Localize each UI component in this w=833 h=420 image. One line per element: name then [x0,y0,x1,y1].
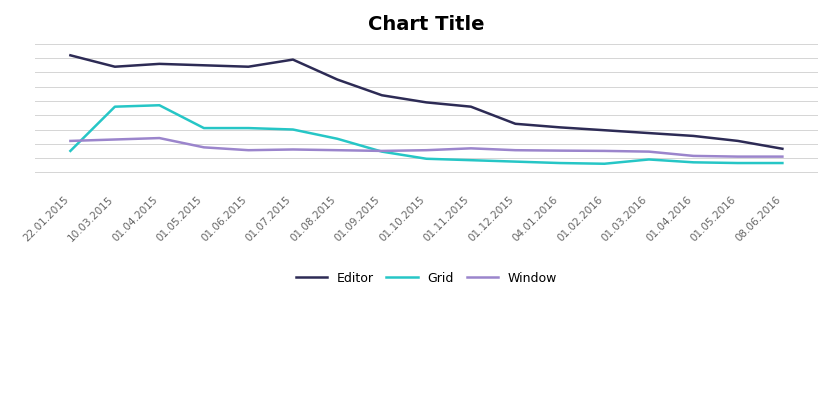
Editor [154,61,164,66]
Grid [421,156,431,161]
Grid [644,157,654,162]
Grid [332,136,342,141]
Grid [110,104,120,109]
Title: Chart Title: Chart Title [368,15,485,34]
Window [733,154,743,159]
Grid [154,103,164,108]
Editor [421,100,431,105]
Window [421,148,431,153]
Grid [511,159,521,164]
Window [110,137,120,142]
Window [288,147,298,152]
Grid [600,161,610,166]
Window [199,145,209,150]
Editor [66,53,76,58]
Grid [777,160,787,165]
Editor [733,139,743,144]
Editor [288,57,298,62]
Grid [377,149,387,154]
Line: Grid: Grid [71,105,782,164]
Window [243,148,253,153]
Grid [733,160,743,165]
Window [600,148,610,153]
Editor [377,93,387,98]
Grid [555,160,565,165]
Editor [777,146,787,151]
Editor [332,77,342,82]
Window [777,154,787,159]
Editor [466,104,476,109]
Line: Window: Window [71,138,782,157]
Grid [688,160,698,165]
Grid [288,127,298,132]
Window [377,148,387,153]
Editor [110,64,120,69]
Window [66,139,76,144]
Editor [555,125,565,130]
Editor [600,128,610,133]
Editor [511,121,521,126]
Line: Editor: Editor [71,55,782,149]
Window [688,153,698,158]
Editor [243,64,253,69]
Window [644,149,654,154]
Grid [466,158,476,163]
Grid [66,148,76,153]
Window [511,148,521,153]
Window [466,146,476,151]
Editor [688,134,698,139]
Legend: Editor, Grid, Window: Editor, Grid, Window [291,267,562,290]
Window [154,136,164,141]
Window [555,148,565,153]
Window [332,148,342,153]
Editor [199,63,209,68]
Grid [243,126,253,131]
Grid [199,126,209,131]
Editor [644,131,654,136]
